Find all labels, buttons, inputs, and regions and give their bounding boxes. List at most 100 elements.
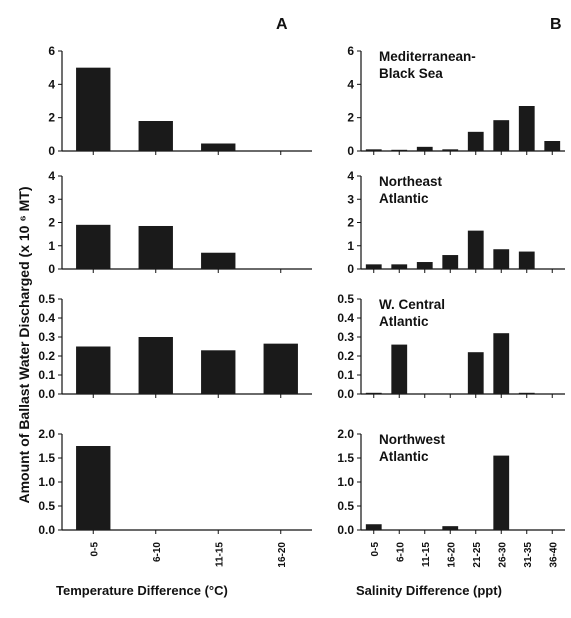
- chart-panel-4: 0 1 2 3 4 Northeast Atlantic: [347, 169, 565, 276]
- y-tick-label: 0.2: [337, 349, 354, 363]
- y-tick-label: 4: [48, 77, 55, 91]
- bar-16-20: [442, 526, 459, 530]
- x-axis-label-salinity: Salinity Difference (ppt): [356, 583, 502, 598]
- y-tick-label: 3: [347, 192, 354, 206]
- y-tick-label: 0.4: [38, 311, 55, 325]
- x-tick-label-36-40: 36-40: [548, 542, 559, 568]
- bar-0-5: [76, 346, 111, 394]
- y-tick-label: 0.5: [337, 499, 354, 513]
- bar-11-15: [416, 262, 433, 269]
- bar-11-15: [201, 252, 236, 269]
- y-tick-label: 0.0: [38, 523, 55, 537]
- y-tick-label: 4: [347, 77, 354, 91]
- x-tick-label-0-5: 0-5: [89, 542, 100, 557]
- x-tick-label-11-15: 11-15: [421, 542, 432, 567]
- bar-16-20: [442, 149, 459, 151]
- bar-0-5: [365, 392, 382, 394]
- region-title: Atlantic: [379, 449, 429, 464]
- bar-26-30: [493, 333, 510, 394]
- x-tick-label-21-25: 21-25: [472, 542, 483, 568]
- y-tick-label: 0.3: [337, 330, 354, 344]
- x-tick-label-16-20: 16-20: [277, 542, 288, 568]
- region-title: Northwest: [379, 432, 446, 447]
- bar-6-10: [138, 121, 173, 151]
- y-tick-label: 2: [48, 216, 55, 230]
- y-tick-label: 1.5: [38, 451, 55, 465]
- bar-6-10: [391, 149, 408, 151]
- x-tick-label-6-10: 6-10: [152, 542, 163, 562]
- y-tick-label: 3: [48, 192, 55, 206]
- bar-21-25: [467, 131, 484, 151]
- chart-panel-7: 0.0 0.5 1.0 1.5 2.0 0-5 6-10 11-15 16-20: [38, 427, 312, 568]
- y-tick-label: 2: [48, 111, 55, 125]
- y-tick-label: 0.5: [38, 499, 55, 513]
- y-tick-label: 0.0: [337, 523, 354, 537]
- y-tick-label: 1.0: [38, 475, 55, 489]
- bar-26-30: [493, 120, 510, 151]
- x-tick-label-26-30: 26-30: [497, 542, 508, 568]
- x-tick-label-11-15: 11-15: [214, 542, 225, 567]
- x-tick-label-6-10: 6-10: [395, 542, 406, 562]
- x-tick-label-0-5: 0-5: [370, 542, 381, 557]
- y-tick-label: 4: [48, 169, 55, 183]
- y-tick-label: 2.0: [337, 427, 354, 441]
- y-tick-label: 6: [347, 44, 354, 58]
- bar-16-20: [263, 343, 298, 394]
- chart-panel-3: 0 1 2 3 4: [48, 169, 312, 276]
- bar-6-10: [391, 344, 408, 394]
- y-tick-label: 2: [347, 216, 354, 230]
- y-tick-label: 2: [347, 111, 354, 125]
- bar-36-40: [544, 141, 561, 151]
- bar-0-5: [76, 67, 111, 151]
- bar-0-5: [365, 264, 382, 269]
- bar-6-10: [391, 264, 408, 269]
- bar-31-35: [518, 392, 535, 394]
- y-tick-label: 0.5: [38, 292, 55, 306]
- y-tick-label: 0.1: [337, 368, 354, 382]
- y-tick-label: 0.2: [38, 349, 55, 363]
- panel-label-b: B: [550, 16, 562, 33]
- chart-panel-1: 0 2 4 6: [48, 44, 312, 158]
- region-title: Northeast: [379, 174, 443, 189]
- y-tick-label: 0: [48, 262, 55, 276]
- chart-panel-6: 0.0 0.1 0.2 0.3 0.4 0.5 W. Central Atlantic: [337, 292, 565, 401]
- region-title: Black Sea: [379, 66, 443, 81]
- y-tick-label: 0.0: [337, 387, 354, 401]
- panel-label-a: A: [276, 16, 288, 33]
- y-tick-label: 6: [48, 44, 55, 58]
- y-tick-label: 0.5: [337, 292, 354, 306]
- y-tick-label: 0: [48, 144, 55, 158]
- x-tick-label-31-35: 31-35: [523, 542, 534, 568]
- y-tick-label: 0.0: [38, 387, 55, 401]
- region-title: Mediterranean-: [379, 49, 476, 64]
- bar-21-25: [467, 230, 484, 269]
- y-tick-label: 0: [347, 262, 354, 276]
- bar-31-35: [518, 106, 535, 151]
- region-title: W. Central: [379, 297, 445, 312]
- bar-0-5: [365, 524, 382, 530]
- x-tick-label-16-20: 16-20: [446, 542, 457, 568]
- y-tick-label: 2.0: [38, 427, 55, 441]
- bar-0-5: [76, 446, 111, 530]
- region-title: Atlantic: [379, 191, 429, 206]
- chart-panel-2: 0 2 4 6 Mediterranean- Black Sea: [347, 44, 565, 158]
- y-tick-label: 1: [48, 239, 55, 253]
- bar-11-15: [416, 146, 433, 151]
- y-tick-label: 0: [347, 144, 354, 158]
- chart-panel-8: 0.0 0.5 1.0 1.5 2.0 0-5 6-10 11-15 16-20 21-25 26-…: [337, 427, 565, 568]
- bar-21-25: [467, 352, 484, 394]
- bar-6-10: [138, 337, 173, 394]
- y-tick-label: 1.5: [337, 451, 354, 465]
- y-tick-label: 0.3: [38, 330, 55, 344]
- region-title: Atlantic: [379, 314, 429, 329]
- bar-11-15: [201, 143, 236, 151]
- bar-16-20: [442, 255, 459, 269]
- bar-26-30: [493, 455, 510, 530]
- y-tick-label: 0.4: [337, 311, 354, 325]
- bar-0-5: [365, 149, 382, 151]
- x-axis-label-temperature: Temperature Difference (°C): [56, 583, 228, 598]
- bar-31-35: [518, 251, 535, 269]
- bar-0-5: [76, 224, 111, 269]
